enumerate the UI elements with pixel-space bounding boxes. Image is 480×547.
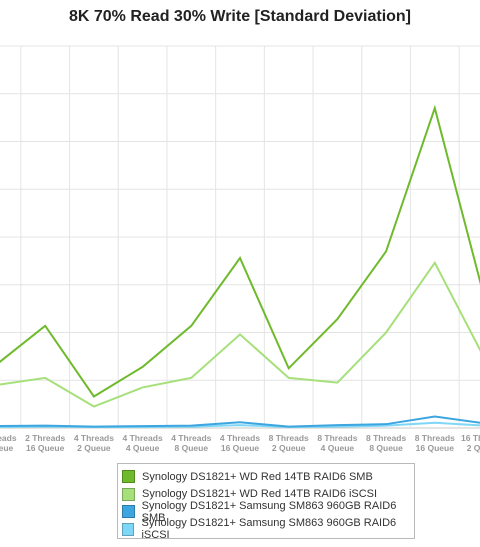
legend-item: Synology DS1821+ Samsung SM863 960GB RAI… [122,499,414,524]
x-tick-label: 4 Threads 4 Queue [123,433,163,453]
x-tick-label: 2 Threads 16 Queue [25,433,65,453]
x-tick-label: 8 Threads 16 Queue [415,433,455,453]
legend-item: Synology DS1821+ WD Red 14TB RAID6 SMB [122,468,414,486]
legend-item: Synology DS1821+ WD Red 14TB RAID6 iSCSI [122,486,414,504]
x-tick-label: 4 Threads 16 Queue [220,433,260,453]
x-tick-label: 4 Threads 2 Queue [74,433,114,453]
legend-swatch [122,522,135,536]
chart-title: 8K 70% Read 30% Write [Standard Deviatio… [68,8,412,25]
legend-label: Synology DS1821+ Samsung SM863 960GB RAI… [141,517,397,542]
grid-lines [0,45,480,429]
series-line-2 [0,260,480,408]
legend-item: Synology DS1821+ Samsung SM863 960GB RAI… [122,517,414,541]
series-line-1 [0,104,480,398]
series-lines [0,104,480,429]
legend-label: Synology DS1821+ WD Red 14TB RAID6 iSCSI [142,488,378,501]
legend-label: Synology DS1821+ WD Red 14TB RAID6 SMB [142,470,373,483]
x-tick-label: 8 Threads 4 Queue [317,433,357,453]
x-tick-label: 8 Threads 8 Queue [366,433,406,453]
legend-swatch [122,487,135,501]
series-line-3 [0,415,480,428]
x-tick-label: 8 Threads 2 Queue [269,433,309,453]
legend: Synology DS1821+ WD Red 14TB RAID6 SMB Sy… [117,463,415,541]
x-tick-label: 4 Threads 8 Queue [171,433,211,453]
legend-swatch [122,470,135,484]
legend-swatch [122,505,135,519]
legend-label: Synology DS1821+ Samsung SM863 960GB RAI… [141,499,397,524]
